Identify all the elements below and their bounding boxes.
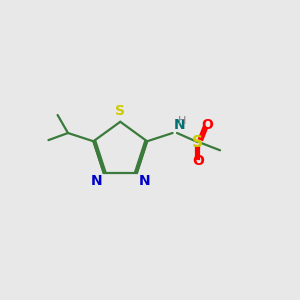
Text: O: O (192, 154, 204, 169)
Text: N: N (91, 174, 102, 188)
Text: N: N (138, 174, 150, 188)
Text: S: S (115, 104, 125, 118)
Text: O: O (201, 118, 213, 132)
Text: S: S (192, 135, 203, 150)
Text: H: H (178, 116, 187, 127)
Text: N: N (174, 118, 186, 131)
